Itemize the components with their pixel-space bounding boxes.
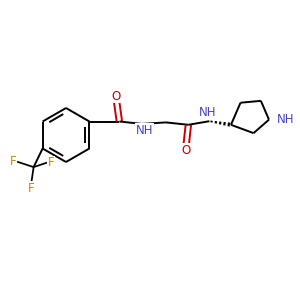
- Text: NH: NH: [136, 124, 153, 137]
- Text: O: O: [182, 143, 190, 157]
- Text: NH: NH: [199, 106, 217, 119]
- Text: NH: NH: [278, 113, 295, 126]
- Text: F: F: [10, 155, 17, 168]
- Text: O: O: [112, 90, 121, 103]
- Text: F: F: [47, 156, 54, 169]
- Text: F: F: [28, 182, 34, 195]
